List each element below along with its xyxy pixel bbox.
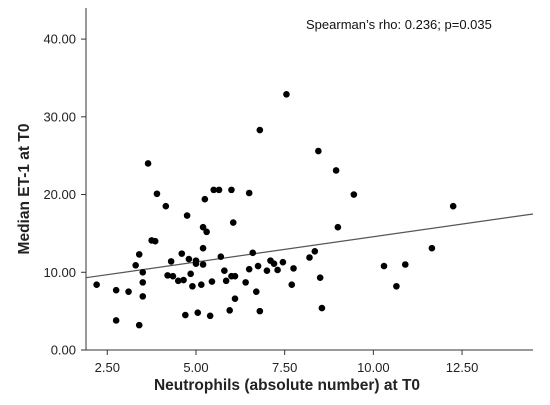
data-point [132,261,139,269]
data-point [112,286,120,294]
data-point [252,288,260,296]
y-axis-ticks: 0.00 10.00 20.00 30.00 40.00 [43,32,86,358]
data-point [151,237,159,245]
y-tick-label: 30.00 [43,109,76,124]
data-point [169,272,177,280]
data-point [315,147,322,155]
correlation-annotation: Spearman’s rho: 0.236; p=0.035 [306,17,492,32]
data-point [139,279,147,286]
data-point [256,307,264,315]
data-point [167,258,175,265]
y-tick-label: 10.00 [43,265,76,280]
data-point [380,262,388,270]
data-point [288,281,296,289]
data-point [135,251,143,258]
data-point [93,281,100,289]
data-point [263,267,271,275]
data-point [139,293,147,300]
x-tick-label: 5.00 [183,360,208,375]
data-point [199,261,207,268]
data-point [228,186,235,194]
plot-area: 2.50 5.00 7.50 10.00 12.50 0.00 10.00 20.00 30.… [43,8,534,375]
data-point [194,309,202,316]
data-point [306,254,313,261]
data-point [217,253,225,261]
data-point [245,189,253,197]
x-tick-label: 10.00 [357,360,390,375]
data-points [93,90,457,329]
y-tick-label: 40.00 [43,32,76,47]
data-point [185,255,193,263]
data-point [180,276,187,284]
x-axis-ticks: 2.50 5.00 7.50 10.00 12.50 [95,350,479,375]
data-point [206,312,214,320]
data-point [283,90,290,98]
data-point [311,247,319,255]
data-point [350,191,358,198]
data-point [279,258,287,266]
data-point [210,186,218,194]
y-tick-label: 0.00 [51,343,76,358]
data-point [242,279,249,286]
fit-line [85,213,534,279]
data-point [316,274,324,282]
y-axis-title: Median ET-1 at T0 [16,124,33,255]
x-axis-title: Neutrophils (absolute number) at T0 [154,377,420,394]
data-point [203,228,210,236]
y-tick-label: 20.00 [43,187,76,202]
data-point [192,257,200,264]
data-point [178,250,186,257]
data-point [174,277,182,285]
data-point [231,295,239,303]
data-point [199,223,207,231]
x-tick-label: 12.50 [446,360,479,375]
data-point [222,277,230,285]
data-point [290,265,297,272]
data-point [197,281,205,289]
x-tick-label: 2.50 [95,360,120,375]
data-point [153,190,161,198]
data-point [187,270,194,278]
data-point [125,288,132,296]
data-point [270,260,278,268]
data-point [221,267,228,275]
data-point [449,202,457,210]
data-point [226,307,233,314]
data-point [182,311,189,319]
data-point [201,195,209,203]
data-point [318,304,326,312]
data-point [229,219,237,226]
data-point [254,262,262,270]
data-point [164,272,171,279]
data-point [332,167,340,174]
data-point [144,160,152,167]
data-point [428,244,436,252]
data-point [135,321,143,329]
data-point [162,202,170,210]
data-point [139,268,147,276]
data-point [208,278,216,285]
data-point [183,212,191,219]
data-point [215,186,223,194]
data-point [231,272,239,280]
data-point [401,261,409,268]
data-point [274,266,281,274]
data-point [199,244,207,252]
data-point [393,282,400,290]
data-point [245,265,253,273]
x-tick-label: 7.50 [272,360,297,375]
data-point [249,249,257,257]
data-point [112,317,120,324]
data-point [256,126,264,134]
data-point [189,282,196,290]
data-point [334,223,342,231]
